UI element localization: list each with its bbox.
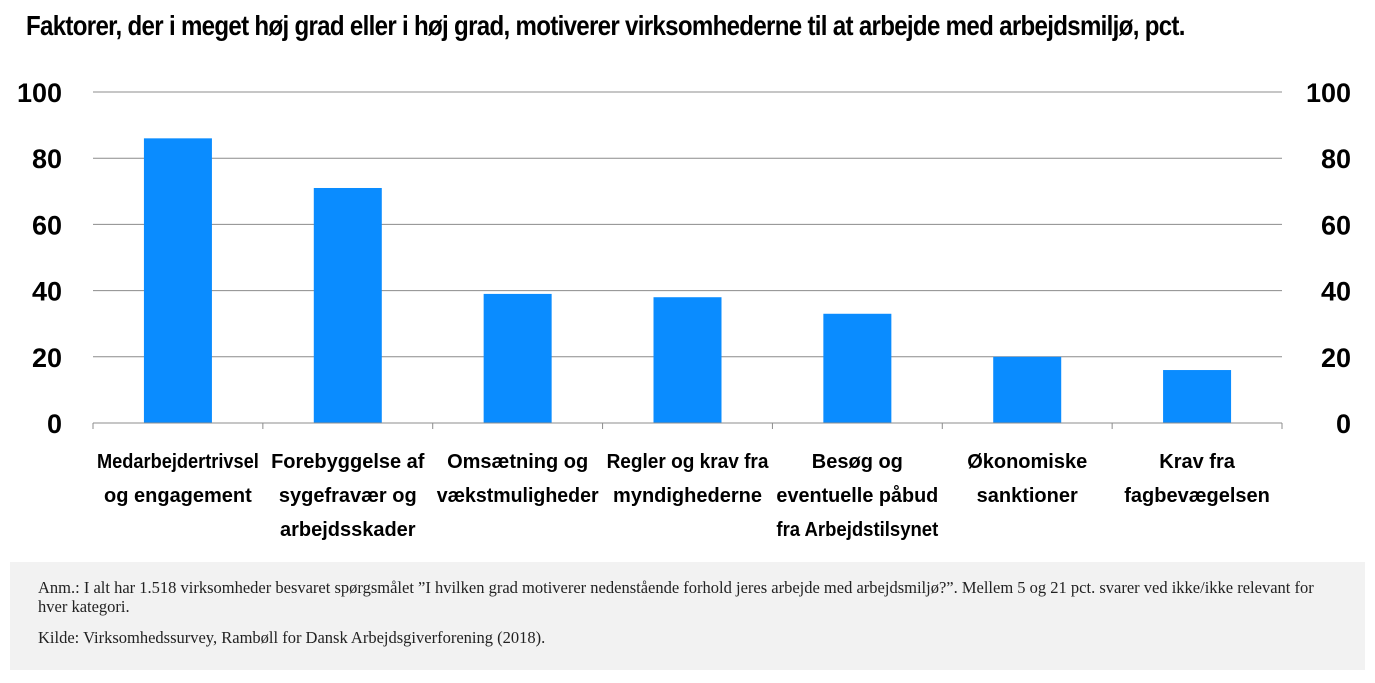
footnote-box: Anm.: I alt har 1.518 virksomheder besva… [10,562,1365,670]
category-label: Regler og krav fra [607,451,770,473]
y-tick-label-right: 60 [1321,210,1351,240]
bars [143,138,1232,423]
y-axis-left: 0 20 40 60 80 100 [17,78,62,439]
footnote-anm: Anm.: I alt har 1.518 virksomheder besva… [38,578,1314,616]
category-label: sygefravær og [279,485,417,507]
y-tick-label-left: 0 [47,409,62,439]
bar [313,187,382,423]
bar-chart: 0 20 40 60 80 100 0 20 40 60 80 100 Medarbejdertri… [17,78,1351,541]
category-label: myndighederne [613,485,762,507]
category-label: Forebyggelse af [271,451,425,473]
category-labels: Medarbejdertrivsel og engagement Forebygge… [97,451,1270,541]
y-tick-label-right: 40 [1321,277,1351,307]
y-tick-label-left: 60 [32,210,62,240]
category-label: Økonomiske [967,451,1087,473]
category-label: Omsætning og [447,451,588,473]
y-axis-right: 0 20 40 60 80 100 [1306,78,1351,439]
chart-title: Faktorer, der i meget høj grad eller i h… [26,10,1185,41]
category-label: vækstmuligheder [437,485,599,507]
category-label: eventuelle påbud [776,484,938,507]
category-label: sanktioner [977,485,1078,507]
category-label: Krav fra [1159,451,1235,473]
gridlines [93,91,1282,358]
category-label: arbejdsskader [280,519,416,541]
footnote-source: Kilde: Virksomhedssurvey, Rambøll for Da… [38,628,546,647]
y-tick-label-right: 20 [1321,343,1351,373]
category-label: fra Arbejdstilsynet [776,519,938,541]
bar [1163,370,1232,423]
y-tick-label-left: 40 [32,277,62,307]
y-tick-label-right: 0 [1336,409,1351,439]
y-tick-label-left: 20 [32,343,62,373]
x-axis [92,422,1283,429]
category-label: Besøg og [812,451,903,473]
y-tick-label-left: 80 [32,144,62,174]
bar [483,293,552,423]
bar [143,138,212,423]
bar [823,313,892,423]
y-tick-label-right: 100 [1306,78,1351,108]
bar [653,297,722,423]
y-tick-label-right: 80 [1321,144,1351,174]
category-label: og engagement [104,485,252,507]
category-label: Medarbejdertrivsel [97,451,259,473]
bar [993,356,1062,423]
category-label: fagbevægelsen [1124,485,1270,507]
y-tick-label-left: 100 [17,78,62,108]
